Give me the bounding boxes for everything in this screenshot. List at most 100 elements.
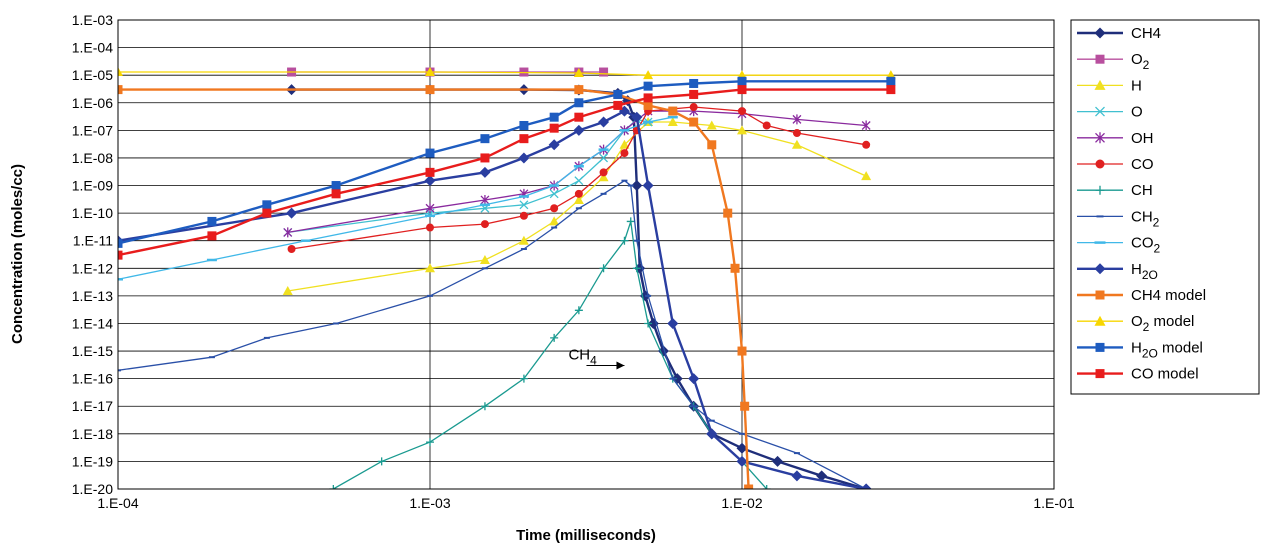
series-marker [631,180,643,192]
series-marker [620,236,629,245]
series-marker [886,85,896,95]
series-marker [707,140,717,150]
legend-item: CH4 [1077,25,1161,42]
series-marker [762,485,771,489]
series-marker [736,442,748,454]
series-marker [667,117,678,127]
series-marker [574,306,583,315]
series-marker [331,181,341,191]
series-marker [860,483,872,489]
legend-label: CO2 [1131,235,1161,256]
legend-label: O [1131,104,1143,121]
series-marker [737,346,747,356]
series-10 [118,85,754,489]
y-tick-label: 1.E-07 [72,122,113,138]
series-layer [118,67,896,489]
series-marker [632,264,641,273]
series-marker [207,216,217,226]
series-marker [479,166,491,178]
y-tick-label: 1.E-09 [72,178,113,194]
series-marker [816,470,828,482]
y-tick-label: 1.E-11 [73,233,113,249]
series-marker [549,112,559,122]
series-marker [118,250,123,260]
series-marker [737,76,747,86]
series-marker [262,208,272,218]
y-tick-label: 1.E-14 [72,315,113,331]
legend: CH4 O2 HO OH CO CH CH2 CO2 H2O CH4 model O2 model H… [1070,19,1260,395]
y-tick-label: 1.E-19 [72,453,113,469]
series-marker [1095,54,1105,64]
series-marker [1095,290,1105,300]
series-marker [519,211,528,220]
series-marker [613,89,623,99]
series-marker [613,100,623,110]
series-marker [574,85,584,95]
series-marker [1095,369,1105,379]
series-marker [737,125,747,135]
series-marker [574,189,583,198]
series-marker [574,176,584,186]
series-marker [424,175,436,187]
series-marker [331,189,341,199]
series-marker [689,78,699,88]
series-marker [792,114,802,125]
legend-label: CH [1131,182,1153,199]
legend-item: H [1077,77,1142,94]
series-marker [599,264,608,273]
series-marker [706,428,718,440]
series-marker [1094,263,1106,275]
series-8 [118,115,678,281]
series-marker [736,455,748,467]
legend-item: H2O [1077,261,1158,282]
series-marker [480,194,490,205]
series-marker [744,484,754,489]
series-marker [688,373,700,385]
y-tick-label: 1.E-18 [72,426,113,442]
legend-label: OH [1131,130,1154,147]
series-marker [480,153,490,163]
series-marker [480,220,489,229]
series-marker [737,85,747,95]
legend-label: CH2 [1131,208,1160,229]
annotation-label: CH4 [568,346,597,367]
y-tick-label: 1.E-06 [72,95,113,111]
series-marker [329,485,338,489]
series-marker [598,172,609,182]
plot-frame [117,19,1055,490]
series-marker [599,168,608,177]
legend-item: O2 [1077,51,1150,72]
series-marker [689,117,699,127]
y-tick-label: 1.E-04 [72,40,113,56]
series-marker [599,153,609,163]
series-marker [1095,132,1105,144]
series-marker [118,85,123,95]
series-marker [283,227,293,238]
series-9 [118,105,872,489]
series-marker [619,139,630,149]
legend-item: CO model [1077,366,1199,383]
series-marker [550,204,559,213]
series-marker [657,345,669,357]
series-marker [1094,27,1106,39]
series-marker [689,89,699,99]
series-marker [643,93,653,103]
series-line [118,71,891,76]
series-marker [861,120,871,131]
series-marker [549,189,559,199]
series-marker [861,171,872,181]
series-marker [689,103,698,112]
series-marker [642,180,654,192]
series-marker [426,438,434,447]
series-marker [573,124,585,136]
series-marker [548,139,560,151]
series-marker [762,121,771,130]
series-marker [519,374,528,383]
series-marker [706,120,717,130]
series-marker [573,194,584,204]
legend-label: CO model [1131,366,1199,383]
series-marker [480,134,490,144]
series-marker [286,207,298,219]
series-marker [377,457,386,466]
series-marker [791,470,803,482]
